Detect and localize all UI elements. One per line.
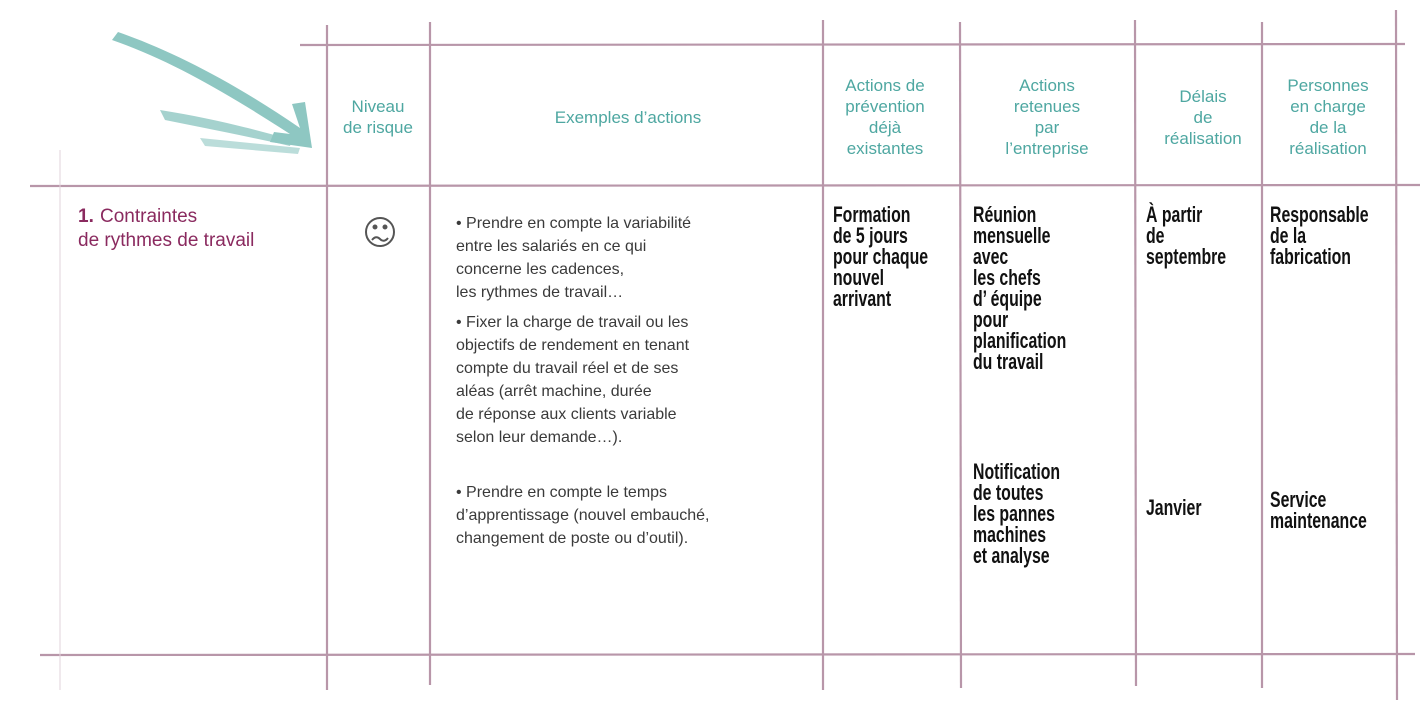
example-text: aléas (arrêt machine, durée xyxy=(456,383,652,400)
example-text: • Prendre en compte la variabilité xyxy=(456,215,692,232)
example-text: • Fixer la charge de travail ou les xyxy=(456,314,689,331)
handwritten-text: À partir xyxy=(1146,202,1203,227)
handwritten-text: machines xyxy=(973,522,1047,547)
example-text: les rythmes de travail… xyxy=(456,284,624,301)
header-text: réalisation xyxy=(1289,139,1367,158)
handwritten-text: fabrication xyxy=(1270,244,1351,269)
handwritten-text: avec xyxy=(973,244,1009,269)
example-text: objectifs de rendement en tenant xyxy=(456,337,690,354)
header-text: Actions de xyxy=(845,76,925,95)
example-text: d’apprentissage (nouvel embauché, xyxy=(456,507,710,524)
handwritten-text: de xyxy=(1146,223,1165,248)
row-number: 1. xyxy=(78,205,94,229)
header-text: l’entreprise xyxy=(1005,139,1089,158)
header-text: de risque xyxy=(343,118,413,137)
header-text: par xyxy=(1034,118,1060,137)
handwritten-text: de toutes xyxy=(973,480,1044,505)
handwritten-text: nouvel xyxy=(833,265,885,290)
header-text: existantes xyxy=(846,139,924,158)
handwritten-text: d’ équipe xyxy=(973,286,1042,311)
rules xyxy=(29,9,1421,701)
handwritten-text: les chefs xyxy=(973,265,1041,290)
arrow-decoration xyxy=(112,32,312,154)
example-text: concerne les cadences, xyxy=(456,261,625,278)
example-text: changement de poste ou d’outil). xyxy=(456,530,689,547)
example-text: de réponse aux clients variable xyxy=(456,406,677,423)
handwritten-text: Formation xyxy=(833,202,911,227)
handwritten-text: du travail xyxy=(973,349,1044,374)
header-text: de xyxy=(1193,107,1213,127)
handwritten-text: pour xyxy=(973,307,1009,332)
example-text: entre les salariés en ce qui xyxy=(456,238,647,255)
row-title: de rythmes de travail xyxy=(78,230,255,251)
handwritten-text: mensuelle xyxy=(973,223,1051,248)
handwritten-text: Responsable xyxy=(1270,202,1369,227)
handwritten-text: planification xyxy=(973,328,1067,353)
header-text: retenues xyxy=(1013,97,1081,116)
header-text: déjà xyxy=(868,118,902,137)
example-text: selon leur demande…). xyxy=(456,429,623,446)
handwritten-text: Notification xyxy=(973,459,1061,484)
handwritten-text: de la xyxy=(1270,223,1307,248)
risk-smiley xyxy=(365,217,395,247)
header-text: en charge xyxy=(1290,97,1366,116)
row-number-text: 1. xyxy=(78,206,94,227)
example-text: • Prendre en compte le temps xyxy=(456,484,668,501)
example-text: compte du travail réel et de ses xyxy=(456,360,679,377)
handwritten-text: Réunion xyxy=(973,202,1037,227)
header-text: prévention xyxy=(845,97,925,116)
handwritten-text: Service xyxy=(1270,487,1327,512)
handwritten-text: et analyse xyxy=(973,543,1050,568)
header-text: Actions xyxy=(1019,76,1075,95)
header-text: de la xyxy=(1309,118,1347,137)
handwritten-text: maintenance xyxy=(1270,508,1367,533)
row-title: Contraintes xyxy=(100,206,198,227)
handwritten-text: Janvier xyxy=(1146,495,1202,520)
handwritten-text: septembre xyxy=(1146,244,1227,269)
header-text: Délais xyxy=(1179,86,1227,106)
handwritten-text: les pannes xyxy=(973,501,1055,526)
handwritten-text: arrivant xyxy=(833,286,892,311)
header-text: réalisation xyxy=(1164,128,1242,148)
header-text: Personnes xyxy=(1287,76,1369,95)
header-text: Niveau xyxy=(351,97,405,116)
handwritten-text: pour chaque xyxy=(833,244,929,269)
handwritten-text: de 5 jours xyxy=(833,223,908,248)
header-text: Exemples d’actions xyxy=(554,107,702,127)
